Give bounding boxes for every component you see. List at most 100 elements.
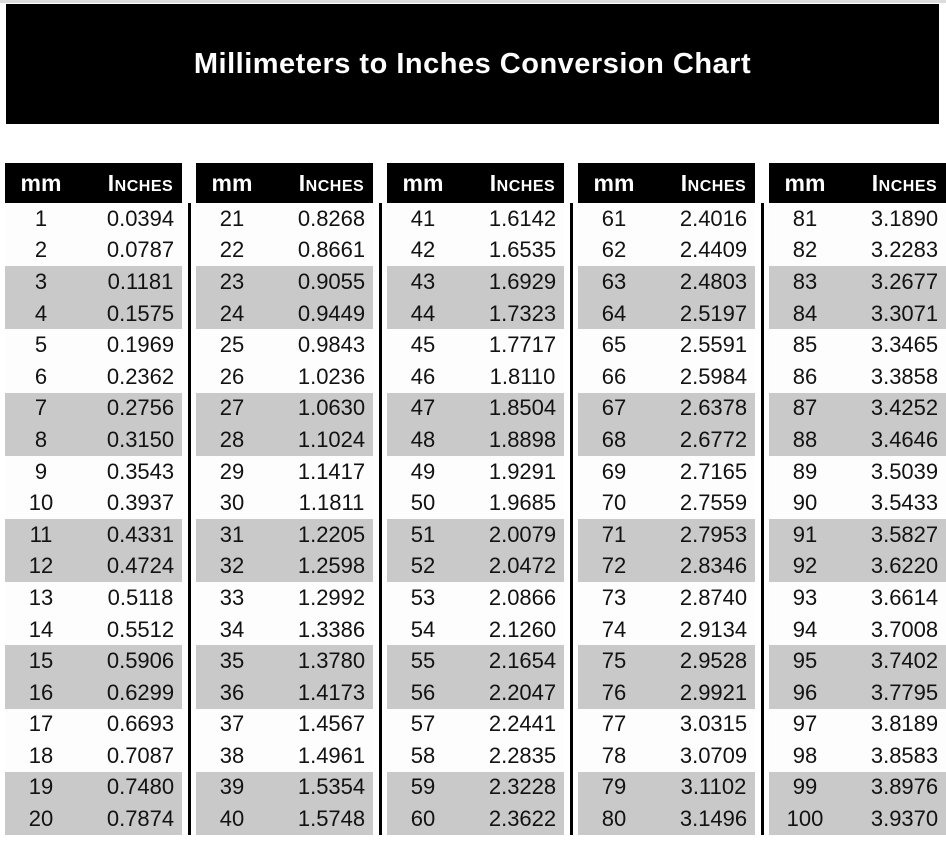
table-row: 23 0.9055 <box>196 266 373 298</box>
table-row: 76 2.9921 <box>578 676 755 709</box>
inches-value: 1.5748 <box>297 806 366 832</box>
inches-value: 2.5984 <box>679 363 748 389</box>
table-row: 75 2.9528 <box>578 645 755 677</box>
table-row: 24 0.9449 <box>196 297 373 330</box>
inches-value: 0.2362 <box>106 363 175 389</box>
mm-value: 17 <box>28 711 54 737</box>
inches-value: 2.9921 <box>679 679 748 705</box>
table-row: 81 3.1890 <box>769 203 946 235</box>
table-row: 37 1.4567 <box>196 708 373 741</box>
table-row: 51 2.0079 <box>387 518 564 551</box>
table-row: 28 1.1024 <box>196 424 373 456</box>
mm-value: 95 <box>792 648 818 674</box>
conversion-tables: mm Inches 1 0.0394 2 0.0787 3 0.1181 4 0.1575 5 0.1… <box>5 163 946 835</box>
table-row: 7 0.2756 <box>5 392 182 425</box>
table-row: 27 1.0630 <box>196 392 373 425</box>
mm-value: 19 <box>28 774 54 800</box>
mm-value: 1 <box>34 205 48 231</box>
mm-column-header: mm <box>784 169 826 196</box>
inches-value: 1.7323 <box>488 300 557 326</box>
inches-column-header: Inches <box>680 169 747 196</box>
table-group-5: mm Inches 81 3.1890 82 3.2283 83 3.2677 84 3.3071… <box>769 163 946 835</box>
table-header-row: mm Inches <box>196 163 373 203</box>
mm-value: 35 <box>219 648 245 674</box>
inches-value: 0.0394 <box>106 205 175 231</box>
table-row: 21 0.8268 <box>196 203 373 235</box>
inches-value: 0.0787 <box>106 237 175 263</box>
inches-value: 2.3622 <box>488 806 557 832</box>
inches-value: 3.8976 <box>870 774 939 800</box>
table-row: 85 3.3465 <box>769 329 946 361</box>
mm-value: 30 <box>219 490 245 516</box>
mm-value: 38 <box>219 742 245 768</box>
inches-value: 2.0866 <box>488 584 557 610</box>
inches-value: 1.6142 <box>488 205 557 231</box>
mm-value: 39 <box>219 774 245 800</box>
mm-value: 27 <box>219 395 245 421</box>
mm-value: 47 <box>410 395 436 421</box>
mm-value: 14 <box>28 616 54 642</box>
mm-value: 85 <box>792 332 818 358</box>
mm-value: 23 <box>219 268 245 294</box>
inches-column-header: Inches <box>489 169 556 196</box>
mm-value: 66 <box>601 363 627 389</box>
table-row: 84 3.3071 <box>769 297 946 330</box>
inches-value: 0.1181 <box>107 268 174 294</box>
table-row: 94 3.7008 <box>769 613 946 646</box>
inches-value: 2.4803 <box>679 268 748 294</box>
table-row: 100 3.9370 <box>769 803 946 835</box>
table-row: 56 2.2047 <box>387 676 564 709</box>
mm-column-header: mm <box>20 169 62 196</box>
mm-value: 44 <box>410 300 436 326</box>
table-row: 98 3.8583 <box>769 740 946 772</box>
table-row: 65 2.5591 <box>578 329 755 361</box>
table-row: 87 3.4252 <box>769 392 946 425</box>
mm-value: 56 <box>410 679 436 705</box>
inches-value: 2.7165 <box>679 458 748 484</box>
table-row: 31 1.2205 <box>196 518 373 551</box>
inches-value: 1.6535 <box>488 237 557 263</box>
table-row: 6 0.2362 <box>5 360 182 393</box>
table-row: 96 3.7795 <box>769 676 946 709</box>
table-row: 45 1.7717 <box>387 329 564 361</box>
inches-value: 0.3150 <box>106 426 175 452</box>
inches-value: 0.5906 <box>106 648 175 674</box>
inches-value: 2.5197 <box>679 300 748 326</box>
table-row: 15 0.5906 <box>5 645 182 677</box>
mm-value: 21 <box>219 205 245 231</box>
table-row: 46 1.8110 <box>387 360 564 393</box>
mm-value: 8 <box>34 426 48 452</box>
mm-value: 11 <box>29 521 53 547</box>
mm-value: 49 <box>410 458 436 484</box>
mm-value: 28 <box>219 426 245 452</box>
inches-value: 3.2677 <box>870 268 939 294</box>
inches-value: 3.7795 <box>870 679 939 705</box>
table-row: 18 0.7087 <box>5 740 182 772</box>
inches-value: 2.2835 <box>488 742 557 768</box>
table-row: 2 0.0787 <box>5 234 182 267</box>
mm-value: 31 <box>219 521 245 547</box>
inches-value: 1.4567 <box>297 711 366 737</box>
inches-value: 1.2205 <box>297 521 366 547</box>
inches-value: 3.6614 <box>870 584 939 610</box>
mm-value: 22 <box>219 237 245 263</box>
mm-value: 99 <box>792 774 818 800</box>
mm-value: 54 <box>410 616 436 642</box>
inches-value: 3.7008 <box>870 616 939 642</box>
table-row: 74 2.9134 <box>578 613 755 646</box>
mm-value: 70 <box>601 490 627 516</box>
inches-value: 1.3780 <box>297 648 366 674</box>
inches-value: 1.8504 <box>488 395 557 421</box>
table-row: 64 2.5197 <box>578 297 755 330</box>
mm-value: 34 <box>219 616 245 642</box>
table-row: 67 2.6378 <box>578 392 755 425</box>
mm-value: 46 <box>410 363 436 389</box>
inches-value: 2.9134 <box>679 616 748 642</box>
mm-value: 93 <box>792 584 818 610</box>
table-row: 25 0.9843 <box>196 329 373 361</box>
mm-value: 73 <box>601 584 627 610</box>
table-row: 83 3.2677 <box>769 266 946 298</box>
inches-value: 3.7402 <box>870 648 939 674</box>
table-row: 44 1.7323 <box>387 297 564 330</box>
table-row: 72 2.8346 <box>578 550 755 583</box>
